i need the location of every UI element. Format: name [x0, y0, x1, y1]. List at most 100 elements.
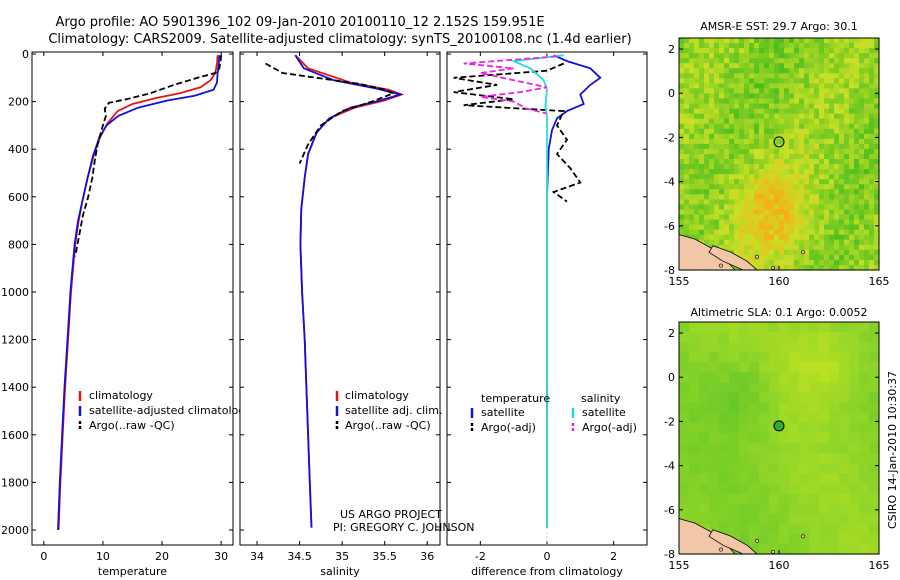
- map-cell: [734, 133, 740, 140]
- map-cell: [719, 239, 725, 246]
- map-cell: [859, 219, 865, 226]
- map-cell: [729, 523, 740, 535]
- map-cell: [724, 184, 730, 190]
- map-cell: [754, 93, 760, 100]
- map-cell: [839, 224, 845, 231]
- map-cell: [789, 259, 795, 266]
- map-cell: [739, 209, 745, 216]
- map-cell: [739, 138, 745, 145]
- map-cell: [739, 108, 745, 115]
- map-cell: [764, 194, 770, 200]
- map-cell: [749, 219, 755, 226]
- map-cell: [749, 382, 760, 394]
- map-cell: [749, 422, 760, 434]
- map-cell: [759, 108, 765, 115]
- map-cell: [724, 189, 730, 195]
- map-cell: [689, 159, 695, 165]
- islet: [719, 263, 723, 268]
- map-cell: [874, 169, 880, 175]
- map-cell: [779, 143, 785, 150]
- map-cell: [849, 503, 860, 515]
- map-cell: [804, 78, 810, 84]
- map-cell: [814, 174, 820, 180]
- map-cell: [689, 362, 700, 373]
- map-cell: [769, 93, 775, 100]
- map-cell: [829, 199, 835, 205]
- map-y-tick-label: -4: [664, 176, 675, 189]
- map-cell: [849, 98, 855, 105]
- map-cell: [799, 503, 810, 515]
- map-y-tick-label: -8: [664, 264, 675, 277]
- map-cell: [754, 43, 760, 49]
- map-cell: [764, 88, 770, 94]
- map-cell: [729, 473, 740, 484]
- map-cell: [819, 402, 830, 414]
- map-cell: [694, 234, 700, 241]
- map-cell: [754, 73, 760, 79]
- map-cell: [839, 68, 845, 74]
- map-cell: [869, 254, 875, 261]
- map-cell: [839, 63, 845, 69]
- map-cell: [769, 184, 775, 190]
- map-cell: [834, 234, 840, 241]
- map-cell: [739, 352, 750, 363]
- map-cell: [854, 118, 860, 125]
- map-cell: [754, 234, 760, 241]
- map-cell: [859, 342, 870, 353]
- map-cell: [719, 68, 725, 74]
- map-cell: [829, 138, 835, 145]
- map-cell: [849, 265, 855, 271]
- map-cell: [844, 73, 850, 79]
- map-y-tick-label: -2: [664, 131, 675, 144]
- map-cell: [779, 123, 785, 130]
- map-cell: [779, 149, 785, 155]
- map-cell: [774, 199, 780, 205]
- map-cell: [689, 38, 695, 44]
- map-cell: [679, 332, 690, 343]
- map-x-tick-label: 160: [769, 275, 790, 288]
- map-cell: [784, 123, 790, 130]
- map-cell: [799, 513, 810, 525]
- map-cell: [839, 402, 850, 414]
- map-cell: [709, 473, 720, 484]
- map-cell: [779, 493, 790, 505]
- map-cell: [729, 138, 735, 145]
- map-cell: [774, 204, 780, 210]
- depth-tick-label: 1400: [1, 381, 29, 394]
- map-cell: [714, 118, 720, 125]
- map-cell: [684, 174, 690, 180]
- map-cell: [849, 473, 860, 484]
- map-cell: [874, 133, 880, 140]
- map-cell: [869, 103, 875, 110]
- map-cell: [819, 169, 825, 175]
- map-cell: [814, 265, 820, 271]
- map-cell: [804, 38, 810, 44]
- map-cell: [869, 332, 880, 343]
- map-cell: [769, 199, 775, 205]
- map-cell: [789, 184, 795, 190]
- map-cell: [759, 214, 765, 221]
- map-cell: [859, 453, 870, 464]
- map-cell: [814, 43, 820, 49]
- map-cell: [844, 169, 850, 175]
- map-cell: [719, 83, 725, 89]
- map-cell: [719, 412, 730, 424]
- map-cell: [789, 463, 800, 474]
- map-cell: [819, 68, 825, 74]
- map-cell: [759, 83, 765, 89]
- map-cell: [684, 68, 690, 74]
- map-cell: [769, 38, 775, 44]
- map-cell: [769, 453, 780, 464]
- map-cell: [704, 38, 710, 44]
- map-cell: [724, 239, 730, 246]
- map-cell: [859, 483, 870, 495]
- map-cell: [729, 169, 735, 175]
- map-cell: [854, 265, 860, 271]
- map-cell: [844, 224, 850, 231]
- map-cell: [699, 63, 705, 69]
- map-cell: [839, 58, 845, 64]
- map-cell: [804, 219, 810, 226]
- islet: [801, 534, 805, 539]
- map-cell: [709, 199, 715, 205]
- map-cell: [749, 128, 755, 135]
